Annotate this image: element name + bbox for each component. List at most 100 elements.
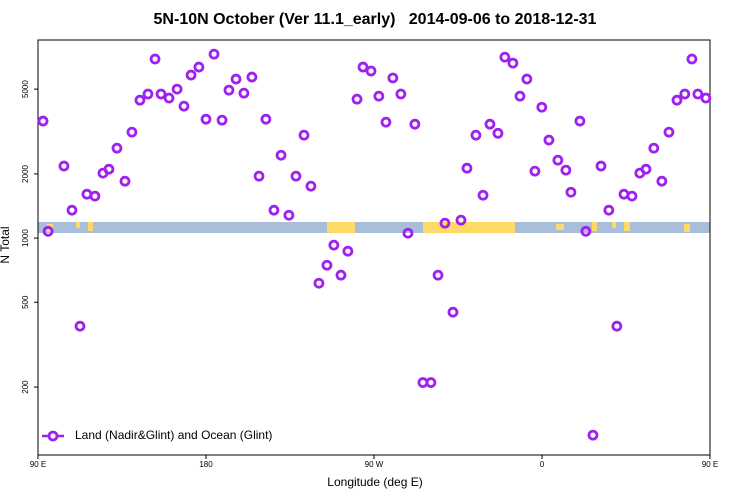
point	[328, 239, 340, 251]
point	[595, 160, 607, 172]
point	[230, 73, 242, 85]
point	[89, 190, 101, 202]
y-tick-label: 200	[21, 380, 30, 394]
point	[119, 175, 131, 187]
legend-marker	[47, 430, 59, 442]
x-tick-label: 90 E	[30, 460, 46, 469]
point	[447, 306, 459, 318]
point	[470, 129, 482, 141]
legend-label: Land (Nadir&Glint) and Ocean (Glint)	[75, 428, 272, 442]
y-axis-label: N Total	[0, 226, 12, 263]
point	[484, 118, 496, 130]
point	[155, 88, 167, 100]
point	[238, 87, 250, 99]
point	[200, 113, 212, 125]
x-tick-label: 180	[199, 460, 213, 469]
y-tick-label: 500	[21, 295, 30, 309]
point	[648, 142, 660, 154]
point	[268, 204, 280, 216]
point	[461, 162, 473, 174]
point	[425, 377, 437, 388]
point	[58, 160, 70, 172]
point	[565, 186, 577, 198]
point	[477, 189, 489, 201]
point	[365, 65, 377, 77]
point	[543, 134, 555, 146]
point	[529, 165, 541, 177]
point	[380, 116, 392, 128]
point	[163, 92, 175, 104]
point	[455, 214, 467, 226]
point	[74, 320, 86, 332]
point	[142, 88, 154, 100]
point	[260, 113, 272, 125]
point	[663, 126, 675, 138]
point	[185, 69, 197, 81]
point	[692, 88, 704, 100]
point	[700, 92, 712, 104]
point	[373, 90, 385, 102]
point	[290, 170, 302, 182]
point	[686, 53, 698, 65]
point	[432, 269, 444, 281]
point	[409, 118, 421, 130]
point	[521, 73, 533, 85]
point	[514, 90, 526, 102]
x-tick-label: 0	[540, 460, 545, 469]
point	[499, 51, 511, 63]
point	[335, 269, 347, 281]
point	[216, 114, 228, 126]
point	[298, 129, 310, 141]
point	[580, 225, 592, 237]
point	[208, 48, 220, 60]
point	[640, 163, 652, 175]
point	[178, 100, 190, 112]
chart-title: 5N-10N October (Ver 11.1_early) 2014-09-…	[154, 11, 597, 28]
map-strip	[38, 222, 710, 233]
point	[656, 175, 668, 187]
point	[626, 190, 638, 202]
point	[671, 94, 683, 106]
point	[193, 61, 205, 73]
point	[587, 429, 599, 441]
point	[253, 170, 265, 182]
point	[149, 53, 161, 65]
point	[134, 94, 146, 106]
y-tick-label: 1000	[21, 229, 30, 247]
point	[439, 217, 451, 229]
y-tick-label: 2000	[21, 164, 30, 182]
point	[351, 93, 363, 105]
point	[536, 101, 548, 113]
point	[111, 142, 123, 154]
x-tick-label: 90 W	[365, 460, 384, 469]
point	[103, 163, 115, 175]
point	[313, 277, 325, 289]
point	[492, 127, 504, 139]
point	[37, 115, 49, 127]
point	[402, 227, 414, 239]
point	[66, 204, 78, 216]
point	[357, 61, 369, 73]
point	[223, 84, 235, 96]
point	[171, 83, 183, 95]
point	[507, 57, 519, 69]
x-axis-label: Longitude (deg E)	[327, 475, 422, 489]
point	[321, 259, 333, 271]
point	[246, 71, 258, 83]
point	[42, 225, 54, 237]
point	[342, 245, 354, 257]
point	[611, 320, 623, 332]
point	[275, 149, 287, 161]
x-tick-label: 90 E	[702, 460, 718, 469]
point	[395, 88, 407, 100]
point	[305, 180, 317, 192]
plot-frame	[37, 39, 711, 456]
point	[552, 154, 564, 166]
point	[603, 204, 615, 216]
point	[387, 72, 399, 84]
point	[560, 164, 572, 176]
y-tick-label: 5000	[21, 80, 30, 98]
point	[679, 88, 691, 100]
point	[283, 209, 295, 221]
